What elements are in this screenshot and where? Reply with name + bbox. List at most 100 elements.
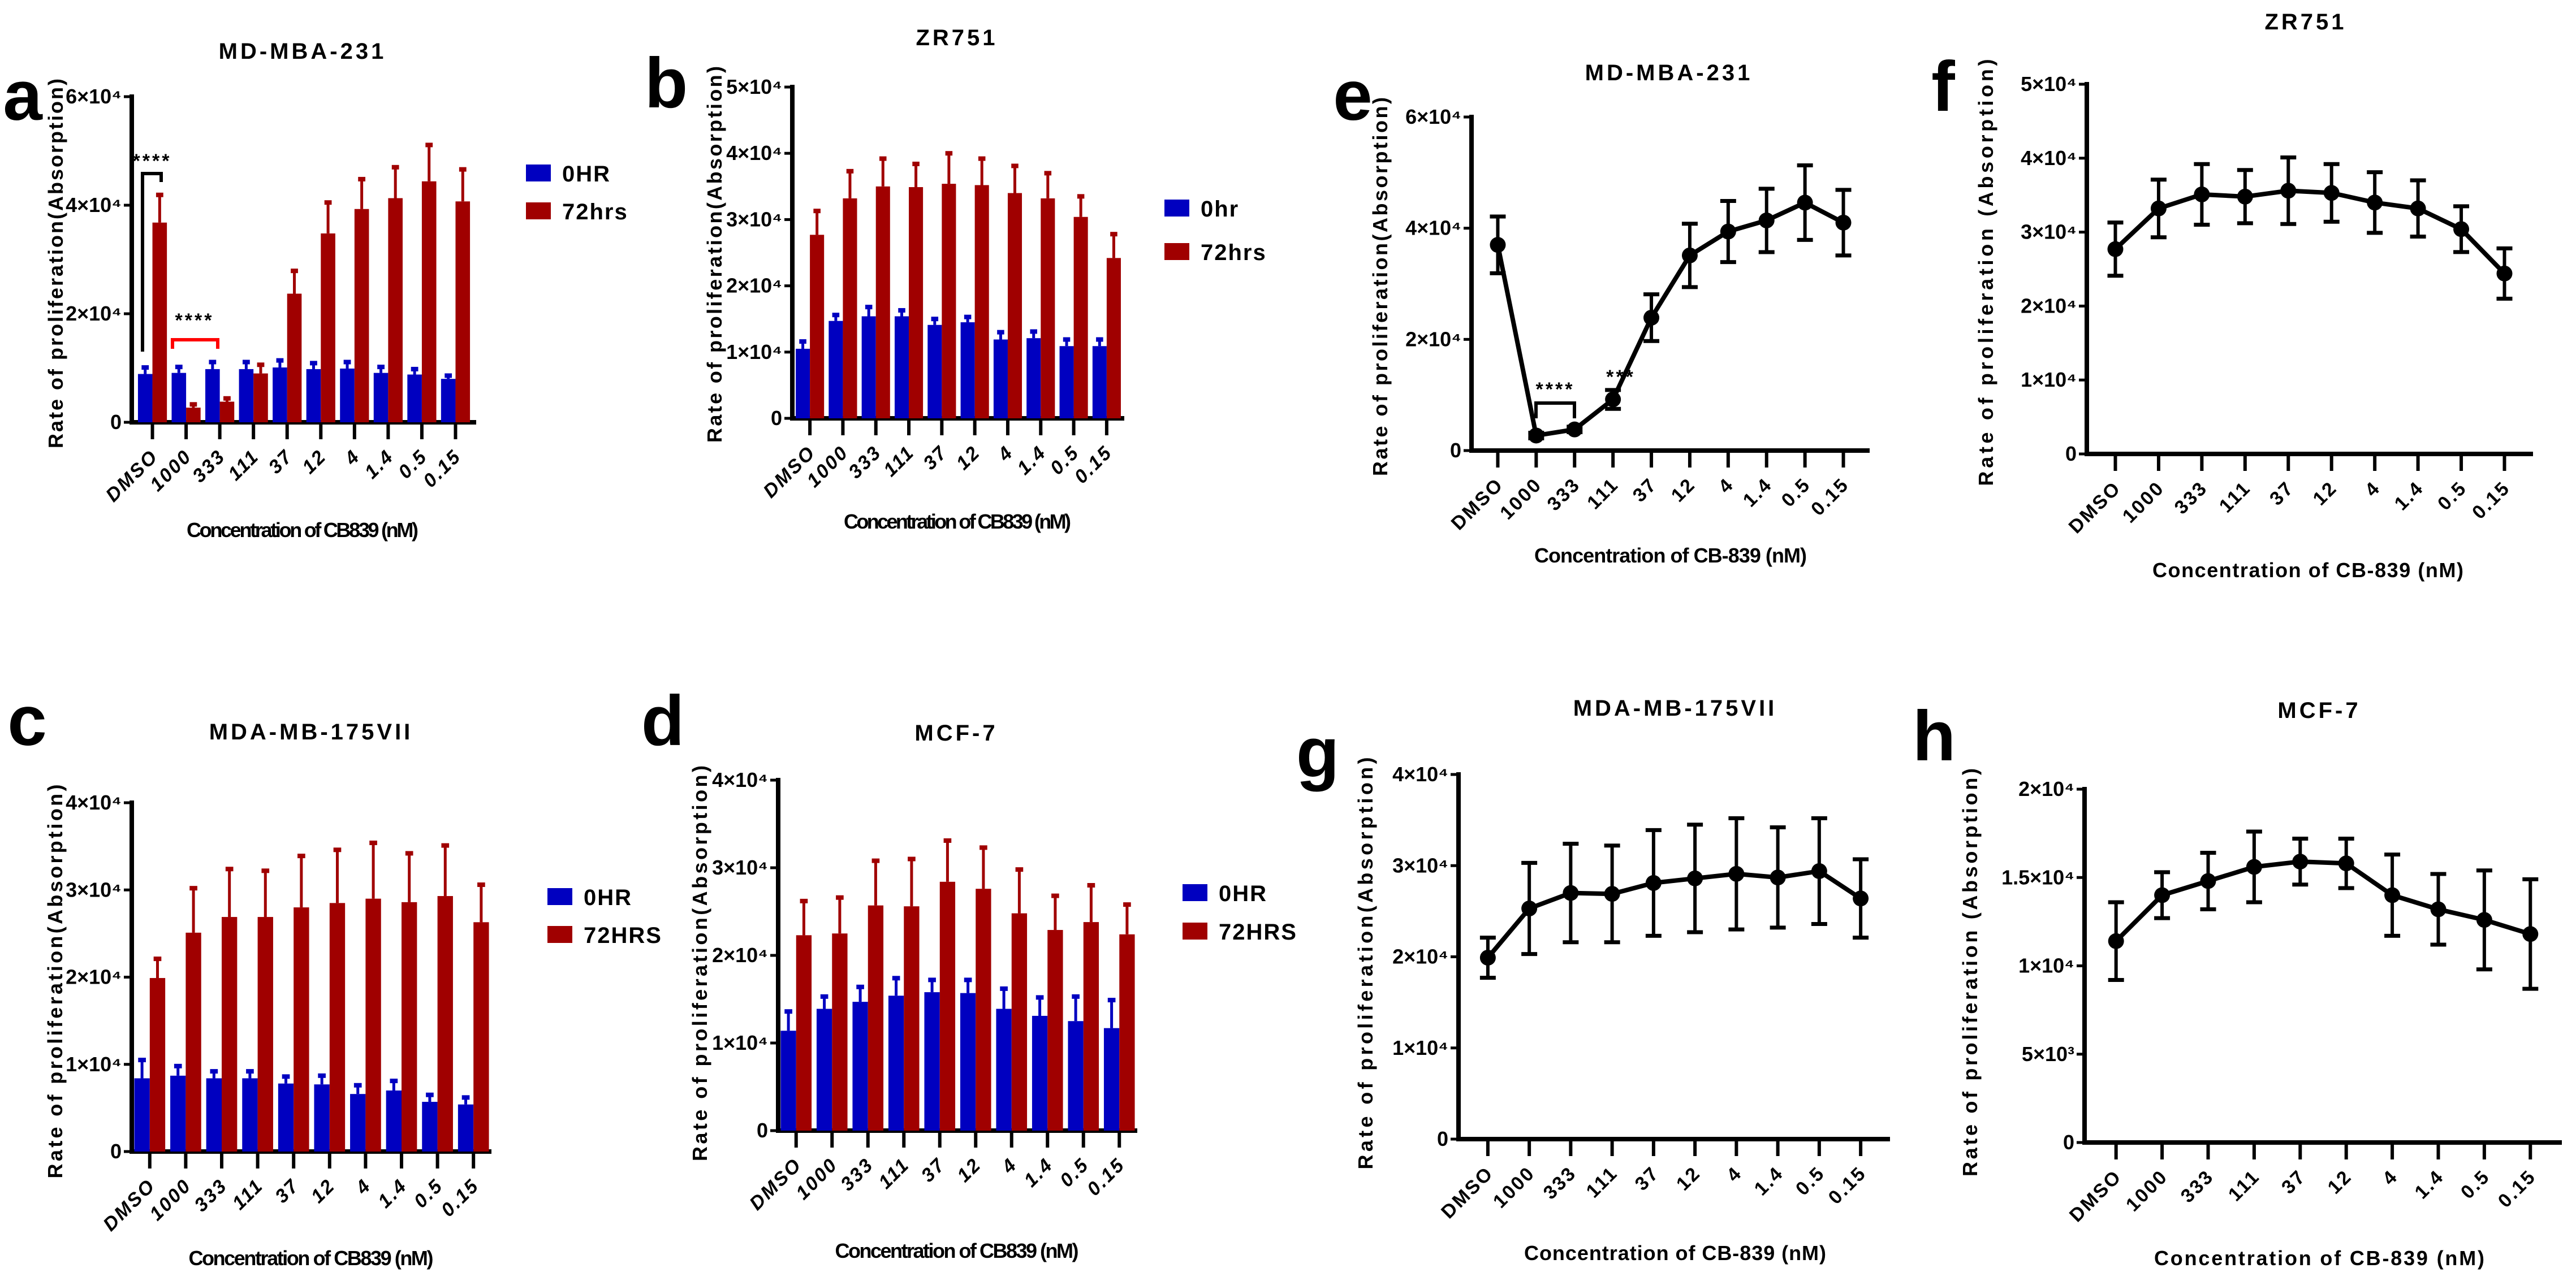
bar-0HR — [960, 993, 976, 1131]
data-point — [1643, 309, 1660, 326]
bar-0HR — [171, 373, 187, 422]
x-tick-label: 111 — [228, 1175, 267, 1214]
x-tick-label: 1000 — [792, 1154, 842, 1204]
bar-72HRS — [329, 903, 346, 1152]
y-tick-label: 0 — [1450, 439, 1461, 462]
y-tick-label: 1.5×10⁴ — [2001, 865, 2074, 889]
significance-stars: **** — [1536, 379, 1575, 400]
y-tick-label: 0 — [110, 1140, 122, 1163]
x-tick-label: 12 — [298, 445, 331, 478]
series-line — [1486, 868, 1862, 959]
y-tick-label: 2×10⁴ — [712, 944, 768, 967]
bar-72HRS — [976, 889, 991, 1131]
legend-swatch — [547, 888, 572, 905]
data-point — [1811, 863, 1827, 879]
significance-stars: **** — [133, 150, 172, 172]
data-point — [2367, 194, 2383, 211]
data-point — [2150, 200, 2167, 217]
x-tick-label: 1000 — [2118, 477, 2169, 527]
x-tick-label: 0.15 — [437, 1175, 484, 1221]
data-point — [2154, 887, 2171, 903]
panel-e: e MD-MBA-231 0 2×10⁴ 4×10⁴ 6×10⁴ DMSO100033311… — [1333, 57, 1870, 567]
bar-72hrs — [253, 373, 268, 422]
x-tick-label: 333 — [836, 1154, 878, 1195]
y-axis-label: Rate of proliferation(Absorption) — [1369, 97, 1392, 476]
x-tick-label: DMSO — [2065, 1166, 2126, 1226]
bar-0hr — [960, 322, 975, 418]
chart-title: ZR751 — [916, 25, 998, 50]
bar-72hrs — [875, 186, 890, 418]
data-point — [2476, 912, 2492, 928]
x-tick-label: 4 — [340, 445, 364, 470]
panel-letter: b — [645, 44, 688, 123]
bar-0HR — [205, 369, 220, 422]
data-point — [1720, 223, 1736, 240]
legend-swatch — [526, 165, 551, 181]
y-axis-label: Rate of proliferation(Absorption) — [1354, 758, 1377, 1170]
y-tick-label: 0 — [1437, 1127, 1448, 1150]
bar-72HRS — [1083, 922, 1099, 1131]
data-point — [2292, 854, 2309, 870]
significance-stars: *** — [1606, 366, 1636, 388]
data-point — [2323, 185, 2340, 201]
x-tick-label: 0.5 — [2457, 1166, 2495, 1204]
data-point — [1521, 901, 1538, 917]
x-tick-label: 4 — [1723, 1162, 1746, 1186]
chart-title: MD-MBA-231 — [1585, 60, 1753, 85]
significance-bracket — [1534, 401, 1576, 418]
y-tick-label: 2×10⁴ — [726, 274, 782, 297]
bar-0HR — [888, 996, 904, 1131]
bar-0HR — [350, 1094, 366, 1152]
panel-letter: c — [7, 682, 47, 760]
x-tick-label: 4 — [1714, 474, 1738, 497]
y-axis-label: Rate of proliferation (Absorption) — [1958, 768, 1982, 1176]
data-point — [2280, 183, 2297, 199]
x-axis-label: Concentration of CB-839 (nM) — [1524, 1241, 1826, 1265]
y-tick-label: 4×10⁴ — [712, 768, 768, 791]
bar-72hrs — [186, 408, 201, 422]
y-tick-label: 0 — [2063, 1131, 2074, 1154]
data-point — [1490, 237, 1506, 253]
x-tick-label: 333 — [190, 1175, 231, 1216]
panel-c: c MDA-MB-175VII01×10⁴2×10⁴3×10⁴4×10⁴DMSO1… — [7, 682, 661, 1270]
x-tick-label: 111 — [2224, 1166, 2264, 1206]
y-tick-label: 0 — [771, 406, 782, 430]
x-tick-label: 1.4 — [1013, 442, 1051, 479]
data-point — [1528, 427, 1544, 444]
bar-0HR — [924, 992, 940, 1131]
x-tick-label: 1000 — [1489, 1162, 1539, 1213]
data-point — [1681, 247, 1698, 263]
bar-72HRS — [796, 935, 812, 1131]
panel-letter: h — [1913, 697, 1956, 776]
bar-72HRS — [832, 933, 848, 1131]
bar-0HR — [780, 1031, 796, 1131]
bar-72HRS — [365, 898, 381, 1152]
bar-72HRS — [149, 978, 166, 1152]
x-axis-label: Concentration of CB839 (nM) — [844, 510, 1071, 533]
bar-0hr — [861, 316, 876, 418]
chart-title: MDA-MB-175VII — [209, 720, 413, 745]
bar-72hrs — [152, 222, 167, 422]
bar-0hr — [1026, 338, 1041, 418]
data-point — [1758, 212, 1775, 228]
chart-title: MDA-MB-175VII — [1573, 696, 1777, 721]
data-point — [1687, 870, 1703, 886]
data-point — [2237, 188, 2253, 205]
y-tick-label: 2×10⁴ — [2021, 294, 2077, 317]
bar-72hrs — [354, 209, 369, 422]
x-tick-label: 12 — [307, 1175, 340, 1208]
bar-72hrs — [287, 293, 302, 422]
x-tick-label: 37 — [2277, 1166, 2310, 1198]
data-point — [1645, 875, 1662, 891]
legend-swatch — [1164, 243, 1189, 260]
y-tick-label: 6×10⁴ — [66, 85, 122, 108]
legend-label: 0hr — [1201, 197, 1239, 222]
bar-72hrs — [974, 185, 989, 418]
bar-0hr — [1092, 346, 1107, 418]
x-tick-label: 0.15 — [2468, 477, 2514, 523]
data-point — [1563, 885, 1579, 901]
x-tick-label: 12 — [1667, 474, 1700, 507]
x-tick-label: 0.5 — [1792, 1162, 1829, 1200]
data-point — [1604, 886, 1620, 902]
